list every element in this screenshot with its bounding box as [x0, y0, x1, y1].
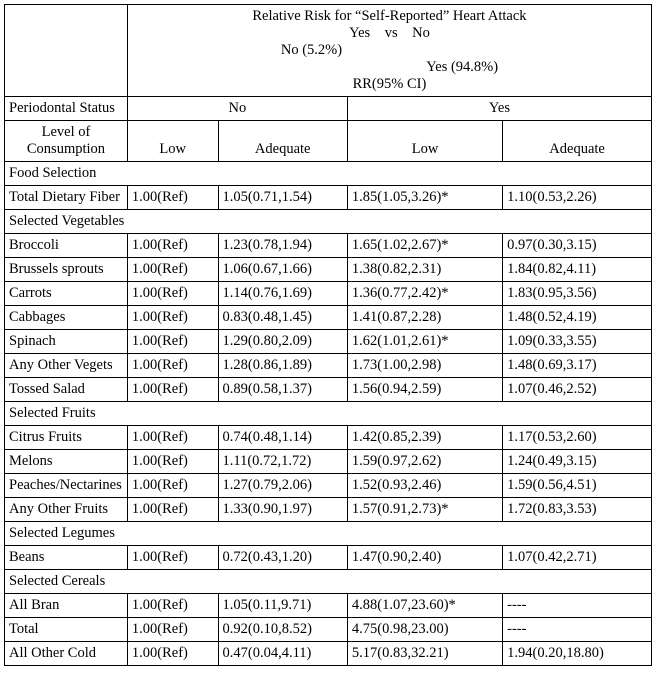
rr-ci: RR(95% CI) [132, 76, 647, 93]
row-label: Total Dietary Fiber [5, 186, 128, 210]
table-row: Total Dietary Fiber 1.00(Ref) 1.05(0.71,… [5, 186, 652, 210]
col-no-low: Low [127, 121, 218, 162]
table-row: Any Other Fruits1.00(Ref)1.33(0.90,1.97)… [5, 498, 652, 522]
table-row: Cabbages1.00(Ref)0.83(0.48,1.45)1.41(0.8… [5, 306, 652, 330]
no-word: No [412, 25, 430, 41]
table-row: All Bran1.00(Ref)1.05(0.11,9.71)4.88(1.0… [5, 594, 652, 618]
section-selected-fruits: Selected Fruits [5, 402, 652, 426]
table-row: Any Other Vegets1.00(Ref)1.28(0.86,1.89)… [5, 354, 652, 378]
table-row: Spinach1.00(Ref)1.29(0.80,2.09)1.62(1.01… [5, 330, 652, 354]
col-no-adequate: Adequate [218, 121, 347, 162]
section-selected-cereals: Selected Cereals [5, 570, 652, 594]
vs-word: vs [385, 25, 398, 41]
level-of-consumption-label: Level of Consumption [5, 121, 128, 162]
table-title: Relative Risk for “Self-Reported” Heart … [127, 5, 651, 97]
table-row: Total1.00(Ref)0.92(0.10,8.52)4.75(0.98,2… [5, 618, 652, 642]
cell: 1.85(1.05,3.26)* [347, 186, 502, 210]
table-row: Carrots1.00(Ref)1.14(0.76,1.69)1.36(0.77… [5, 282, 652, 306]
yes-word: Yes [349, 25, 370, 41]
title-line2: Yes vs No [132, 25, 647, 42]
blank-top-left [5, 5, 128, 97]
table-row: Melons1.00(Ref)1.11(0.72,1.72)1.59(0.97,… [5, 450, 652, 474]
table-row: Broccoli1.00(Ref)1.23(0.78,1.94)1.65(1.0… [5, 234, 652, 258]
section-selected-legumes: Selected Legumes [5, 522, 652, 546]
periodontal-status-label: Periodontal Status [5, 97, 128, 121]
table-row: Peaches/Nectarines1.00(Ref)1.27(0.79,2.0… [5, 474, 652, 498]
table-row: Citrus Fruits1.00(Ref)0.74(0.48,1.14)1.4… [5, 426, 652, 450]
table-row: Brussels sprouts1.00(Ref)1.06(0.67,1.66)… [5, 258, 652, 282]
periodontal-yes: Yes [347, 97, 651, 121]
cell: 1.10(0.53,2.26) [503, 186, 652, 210]
periodontal-no: No [127, 97, 347, 121]
section-selected-vegetables: Selected Vegetables [5, 210, 652, 234]
cell: 1.05(0.71,1.54) [218, 186, 347, 210]
yes-pct: Yes (94.8%) [251, 59, 528, 76]
cell: 1.00(Ref) [127, 186, 218, 210]
pct-line: No (5.2%)Yes (94.8%) [132, 42, 647, 76]
no-pct: No (5.2%) [251, 42, 528, 59]
title-line1: Relative Risk for “Self-Reported” Heart … [132, 8, 647, 25]
col-yes-adequate: Adequate [503, 121, 652, 162]
table-row: Beans1.00(Ref)0.72(0.43,1.20)1.47(0.90,2… [5, 546, 652, 570]
risk-table: Relative Risk for “Self-Reported” Heart … [4, 4, 652, 666]
section-food-selection: Food Selection [5, 162, 652, 186]
table-row: All Other Cold1.00(Ref)0.47(0.04,4.11)5.… [5, 642, 652, 666]
table-row: Tossed Salad1.00(Ref)0.89(0.58,1.37)1.56… [5, 378, 652, 402]
col-yes-low: Low [347, 121, 502, 162]
